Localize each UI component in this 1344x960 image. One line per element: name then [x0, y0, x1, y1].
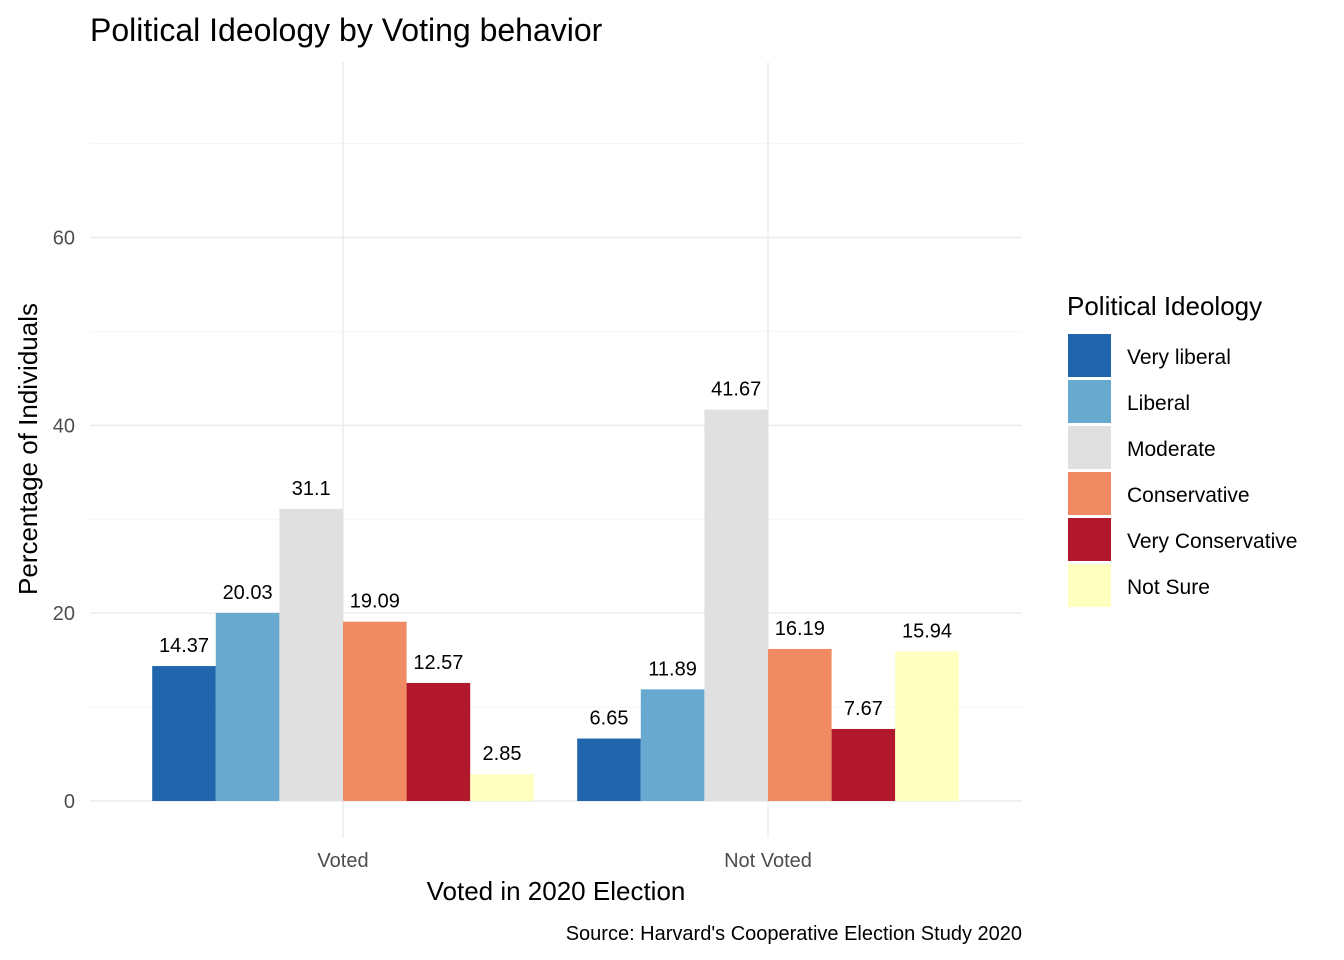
legend-label: Not Sure — [1127, 576, 1210, 599]
bar — [215, 612, 280, 801]
bar-value-label: 15.94 — [902, 620, 952, 642]
legend-swatch — [1068, 334, 1111, 377]
legend-title: Political Ideology — [1067, 291, 1262, 321]
bar — [152, 666, 216, 801]
bar-value-label: 11.89 — [648, 658, 697, 680]
bar-value-label: 41.67 — [711, 379, 761, 401]
y-axis-ticks: 0 20 40 60 — [53, 228, 75, 814]
bar — [640, 689, 705, 801]
legend-label: Liberal — [1127, 392, 1190, 415]
x-axis-title: Voted in 2020 Election — [427, 876, 686, 906]
bar-value-label: 20.03 — [223, 582, 273, 604]
legend-label: Very liberal — [1127, 346, 1231, 369]
bar — [768, 648, 832, 801]
bar — [279, 508, 343, 801]
bar — [577, 738, 641, 801]
legend-items: Very liberal Liberal Moderate Conservative V… — [1068, 334, 1297, 607]
legend-label: Moderate — [1127, 438, 1216, 461]
y-tick-label: 0 — [64, 791, 75, 813]
bar-value-label: 7.67 — [844, 698, 883, 720]
x-tick-label: Voted — [317, 850, 368, 872]
y-tick-label: 20 — [53, 603, 75, 625]
legend-swatch — [1068, 518, 1111, 561]
bar — [406, 682, 471, 801]
bar-value-label: 19.09 — [350, 591, 400, 613]
legend-swatch — [1068, 564, 1111, 607]
bar-value-label: 2.85 — [483, 743, 522, 765]
legend-label: Very Conservative — [1127, 530, 1297, 553]
y-tick-label: 40 — [53, 415, 75, 437]
bar — [343, 621, 407, 801]
x-tick-label: Not Voted — [724, 850, 812, 872]
x-axis-ticks: Voted Not Voted — [317, 850, 812, 872]
bar-value-label: 16.19 — [775, 618, 825, 640]
bar — [895, 651, 959, 801]
bar — [704, 409, 768, 801]
bar — [831, 728, 896, 801]
y-axis-title: Percentage of Individuals — [13, 303, 43, 595]
chart-title: Political Ideology by Voting behavior — [90, 12, 603, 48]
bar-value-label: 14.37 — [159, 635, 209, 657]
bar — [470, 774, 534, 801]
legend-label: Conservative — [1127, 484, 1250, 507]
bar-group — [152, 409, 959, 801]
bar-label-group: 14.37 20.03 31.1 19.09 12.57 2.85 6.65 11.89 41.… — [159, 379, 952, 766]
legend: Political Ideology Very liberal Liberal Mo… — [1067, 291, 1297, 607]
y-tick-label: 60 — [53, 228, 75, 250]
bar-value-label: 12.57 — [413, 652, 463, 674]
legend-swatch — [1068, 472, 1111, 515]
bar-value-label: 31.1 — [292, 478, 331, 500]
legend-swatch — [1068, 426, 1111, 469]
legend-swatch — [1068, 380, 1111, 423]
bar-value-label: 6.65 — [590, 708, 629, 730]
chart-caption: Source: Harvard's Cooperative Election S… — [566, 923, 1022, 945]
